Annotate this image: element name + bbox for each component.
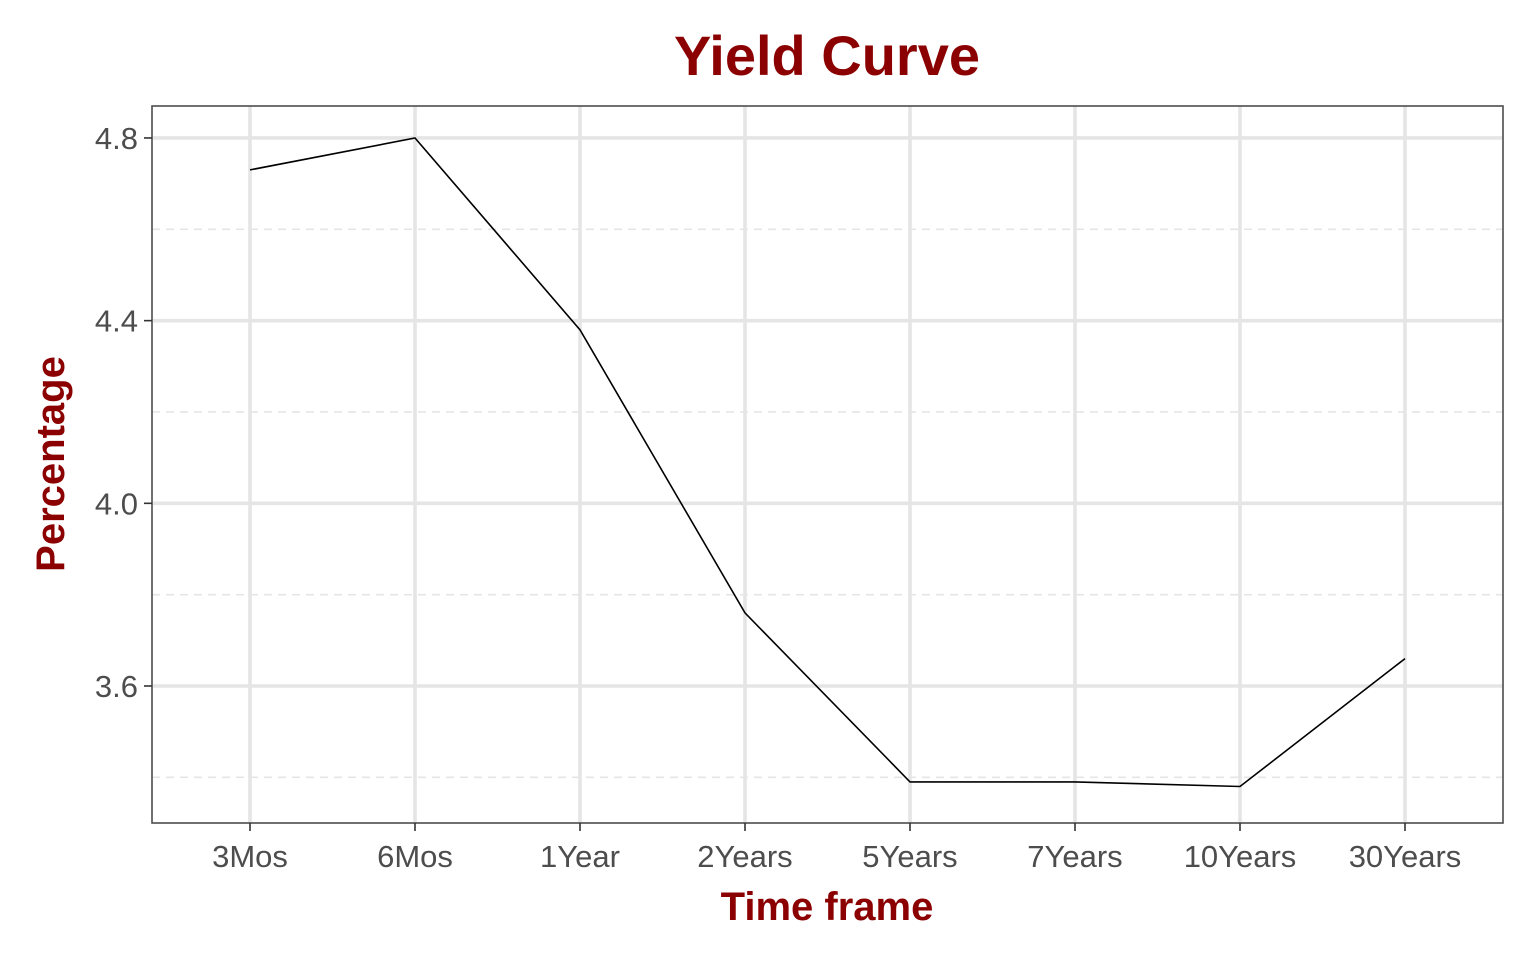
x-tick-label-1: 6Mos [377,839,453,874]
yield-series-line [249,137,1406,788]
x-axis-title: Time frame [721,885,934,929]
y-tick-label-1: 4.0 [95,486,138,521]
y-tick-label-3: 4.8 [95,121,138,156]
panel-border [151,105,1504,824]
x-tick-label-0: 3Mos [212,839,288,874]
y-tick-label-2: 4.4 [95,304,138,339]
y-axis-ticks: 3.6 4.0 4.4 4.8 [95,121,152,704]
x-tick-label-4: 5Years [862,839,957,874]
y-axis-title: Percentage [29,356,73,572]
x-tick-label-7: 30Years [1349,839,1462,874]
vertical-gridlines [248,106,1407,823]
x-tick-label-3: 2Years [697,839,792,874]
y-tick-label-0: 3.6 [95,669,138,704]
x-tick-label-2: 1Year [540,839,620,874]
x-tick-label-6: 10Years [1184,839,1297,874]
minor-gridlines [152,228,1503,779]
x-axis-ticks: 3Mos 6Mos 1Year 2Years 5Years 7Years 10Years 30… [212,823,1461,874]
x-tick-label-5: 7Years [1027,839,1122,874]
chart-title: Yield Curve [674,24,980,87]
major-gridlines [152,136,1503,688]
